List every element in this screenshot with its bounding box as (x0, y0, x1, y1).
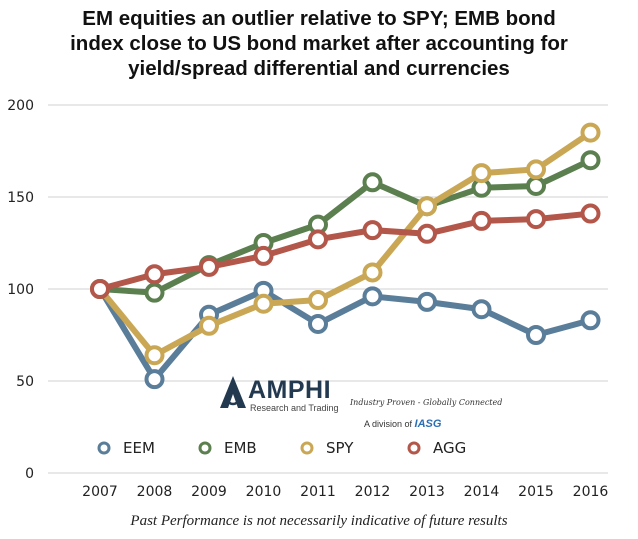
x-tick-label: 2007 (82, 484, 118, 500)
data-point (580, 203, 601, 224)
x-tick-label: 2010 (246, 484, 282, 500)
legend-label: EEM (123, 439, 155, 457)
data-point (362, 172, 383, 193)
data-point (526, 159, 546, 180)
logo-division: A division of IASG (364, 418, 441, 430)
data-point (144, 369, 165, 390)
legend-label: EMB (224, 439, 257, 457)
data-point (308, 229, 328, 250)
amphi-logo-icon (220, 376, 246, 408)
legend-item-agg: AGG (407, 439, 466, 457)
series-line (97, 286, 594, 383)
x-axis-ticks: 2007 2008 2009 2010 2011 2012 2013 2014 2015 2016 (82, 484, 608, 500)
data-point (90, 279, 110, 299)
legend: EEM EMB SPY AGG (97, 439, 466, 457)
legend-item-emb: EMB (198, 439, 257, 457)
division-prefix: A division of (364, 419, 413, 429)
legend-item-eem: EEM (97, 439, 155, 457)
data-point (471, 210, 492, 231)
data-point (471, 163, 492, 184)
data-point (417, 223, 437, 244)
division-brand: IASG (414, 418, 442, 430)
data-point (526, 209, 546, 230)
logo-name: AMPHI (248, 376, 332, 404)
data-point (526, 175, 546, 196)
legend-marker (97, 441, 111, 455)
series-line (97, 157, 594, 296)
data-point (526, 325, 546, 345)
x-tick-label: 2015 (518, 484, 554, 500)
legend-label: SPY (326, 439, 354, 457)
data-point (417, 196, 437, 217)
series-agg (90, 203, 601, 299)
chart-title-line: index close to US bond market after acco… (70, 32, 568, 55)
x-tick-label: 2014 (464, 484, 500, 500)
data-point (253, 293, 274, 314)
data-point (144, 264, 165, 285)
legend-marker (300, 441, 314, 455)
y-tick-label: 150 (7, 190, 34, 206)
x-tick-label: 2013 (409, 484, 445, 500)
series-emb (90, 150, 601, 303)
data-point (253, 245, 274, 266)
series-group (90, 122, 601, 390)
chart-title-line: yield/spread differential and currencies (128, 57, 510, 80)
data-point (362, 286, 383, 307)
series-line (97, 210, 594, 292)
y-tick-label: 100 (7, 282, 34, 298)
y-tick-label: 200 (7, 98, 34, 114)
data-point (417, 291, 437, 312)
data-point (580, 310, 601, 331)
footer-disclaimer: Past Performance is not necessarily indi… (130, 513, 508, 529)
series-line (97, 129, 594, 359)
logo-subtitle: Research and Trading (250, 403, 339, 413)
legend-item-spy: SPY (300, 439, 354, 457)
series-eem (90, 279, 601, 390)
x-tick-label: 2016 (573, 484, 609, 500)
chart-title-line: EM equities an outlier relative to SPY; … (82, 7, 556, 30)
data-point (471, 299, 492, 320)
x-tick-label: 2012 (355, 484, 391, 500)
y-tick-label: 50 (16, 374, 34, 390)
data-point (144, 282, 165, 303)
x-tick-label: 2011 (300, 484, 336, 500)
data-point (308, 313, 328, 334)
legend-marker (198, 441, 212, 455)
data-point (362, 220, 383, 241)
legend-label: AGG (433, 439, 466, 457)
data-point (199, 256, 219, 277)
data-point (144, 345, 165, 366)
y-tick-label: 0 (25, 466, 34, 482)
gridlines (48, 104, 608, 474)
data-point (580, 122, 601, 143)
legend-marker (407, 441, 421, 455)
x-tick-label: 2008 (137, 484, 173, 500)
data-point (308, 290, 328, 311)
data-point (199, 315, 219, 336)
x-tick-label: 2009 (191, 484, 227, 500)
logo-tagline: Industry Proven - Globally Connected (350, 398, 503, 407)
chart-title: EM equities an outlier relative to SPY; … (0, 6, 638, 81)
data-point (580, 150, 601, 171)
data-point (362, 262, 383, 283)
y-axis-ticks: 0 50 100 150 200 (7, 98, 34, 482)
amphi-logo: AMPHI Research and Trading Industry Prov… (218, 374, 508, 434)
